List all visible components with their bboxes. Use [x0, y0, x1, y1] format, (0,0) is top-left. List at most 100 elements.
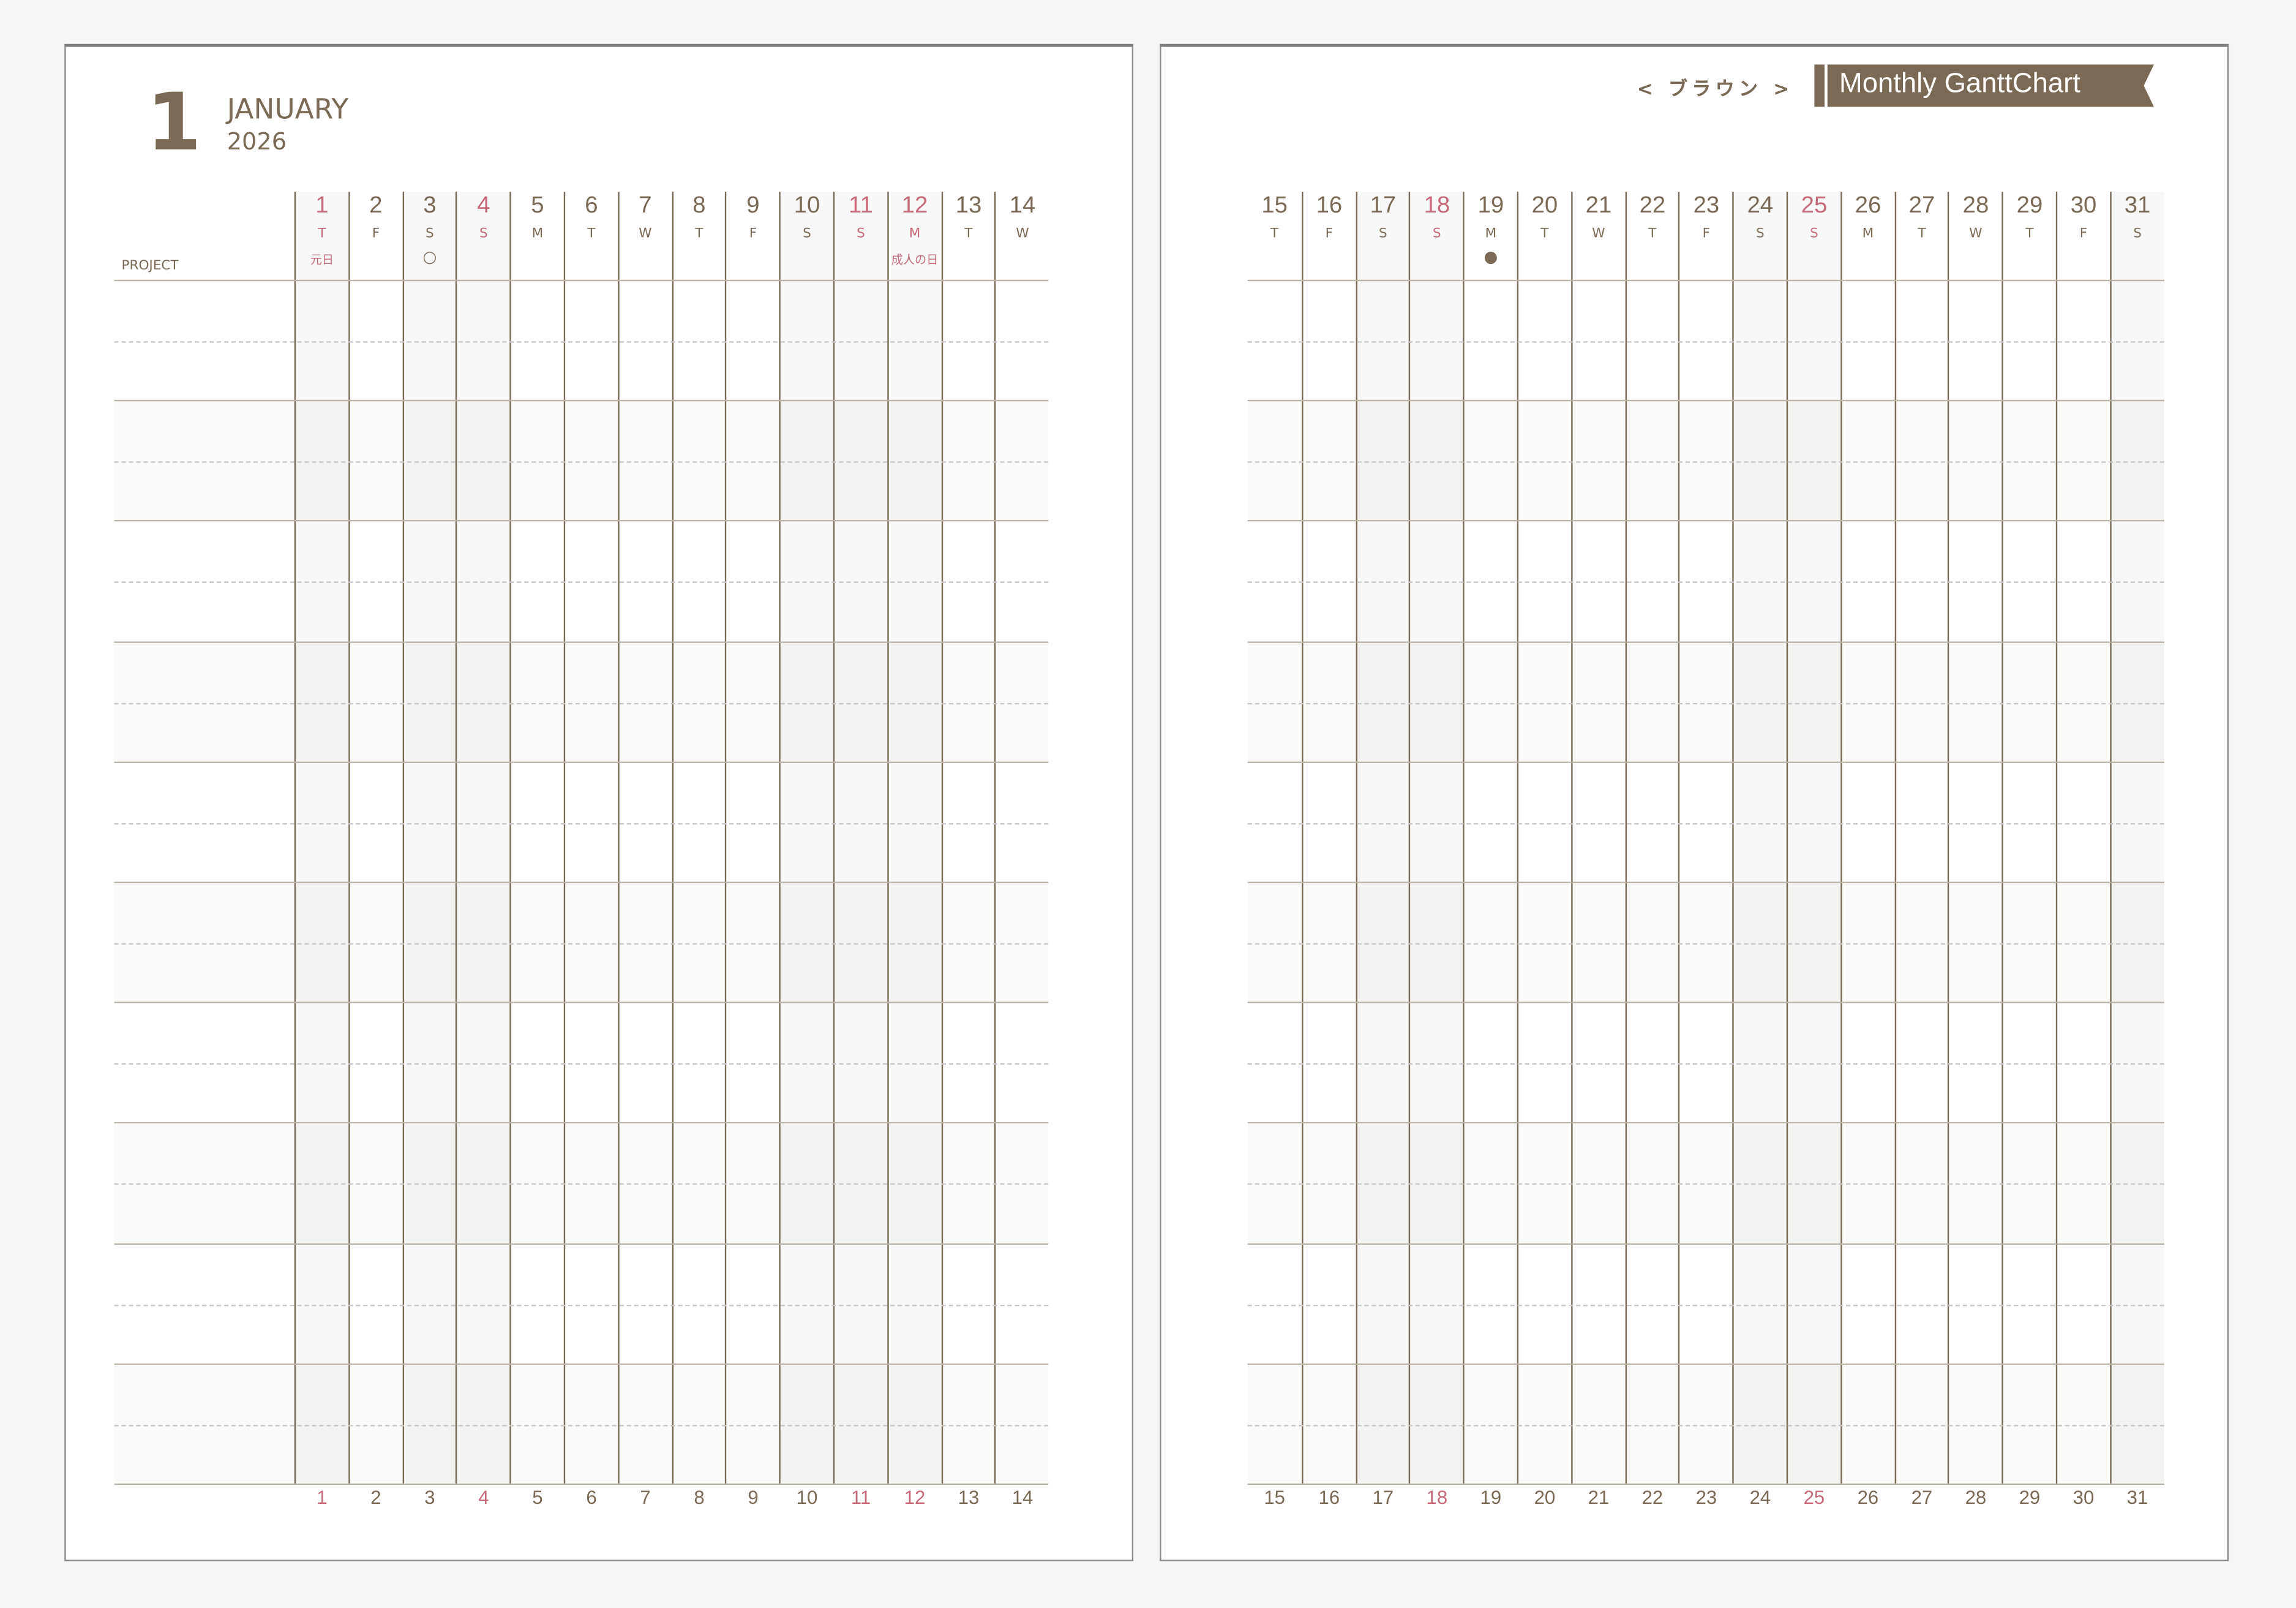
footer-day-number: 28 — [1965, 1486, 1987, 1509]
day-column: 24 S 24 — [1732, 192, 1787, 1508]
row-divider — [114, 1063, 1049, 1065]
row-divider — [114, 702, 1049, 704]
weekday-label: S — [2133, 227, 2142, 242]
footer-day-number: 4 — [478, 1486, 489, 1509]
footer-day-number: 19 — [1480, 1486, 1502, 1509]
footer-day-number: 22 — [1641, 1486, 1664, 1509]
day-column: 10 S 10 — [779, 192, 833, 1508]
day-number: 23 — [1693, 193, 1720, 219]
day-column: 19 M ● 19 — [1463, 192, 1517, 1508]
row-divider — [1247, 943, 2164, 945]
weekday-label: T — [1540, 227, 1549, 242]
footer-day-number: 3 — [424, 1486, 435, 1509]
row-divider — [114, 1304, 1049, 1306]
day-column: 6 T 6 — [563, 192, 618, 1508]
grid-bottom-line — [1247, 1483, 2164, 1486]
footer-day-number: 27 — [1911, 1486, 1933, 1509]
day-number: 27 — [1908, 193, 1935, 219]
footer-day-number: 25 — [1803, 1486, 1825, 1509]
gantt-row[interactable] — [114, 761, 1049, 882]
weekday-label: T — [1648, 227, 1657, 242]
gantt-row[interactable] — [1247, 881, 2164, 1002]
weekday-label: W — [1592, 227, 1605, 242]
day-column: 26 M 26 — [1840, 192, 1894, 1508]
weekday-label: M — [1862, 227, 1874, 242]
gantt-row[interactable] — [114, 1242, 1049, 1363]
weekday-label: T — [1270, 227, 1279, 242]
day-number: 28 — [1962, 193, 1989, 219]
weekday-label: M — [531, 227, 544, 242]
day-column: 13 T 13 — [940, 192, 995, 1508]
row-divider — [114, 461, 1049, 464]
row-divider — [1247, 822, 2164, 824]
day-column: 18 S 18 — [1409, 192, 1463, 1508]
row-divider — [114, 943, 1049, 945]
day-number: 12 — [901, 193, 928, 219]
gantt-row[interactable] — [1247, 1122, 2164, 1243]
weekday-label: S — [1432, 227, 1441, 242]
gantt-row[interactable] — [1247, 520, 2164, 641]
footer-day-number: 5 — [532, 1486, 543, 1509]
circle-icon: ○ — [422, 247, 437, 267]
footer-day-number: 24 — [1749, 1486, 1771, 1509]
day-column: 23 F 23 — [1678, 192, 1733, 1508]
day-column: 21 W 21 — [1570, 192, 1625, 1508]
day-number: 13 — [955, 193, 982, 219]
gantt-row[interactable] — [1247, 761, 2164, 882]
day-number: 5 — [531, 193, 544, 219]
footer-day-number: 16 — [1318, 1486, 1340, 1509]
day-column: 9 F 9 — [725, 192, 779, 1508]
day-number: 7 — [639, 193, 652, 219]
day-column: 29 T 29 — [2001, 192, 2056, 1508]
day-number: 25 — [1801, 193, 1828, 219]
gantt-row[interactable] — [114, 641, 1049, 762]
row-divider — [1247, 1424, 2164, 1426]
row-divider — [114, 582, 1049, 584]
footer-day-number: 29 — [2019, 1486, 2041, 1509]
title-banner: Monthly GanttChart — [1814, 64, 2155, 107]
day-number: 17 — [1370, 193, 1397, 219]
weekday-label: S — [479, 227, 488, 242]
project-label: PROJECT — [121, 259, 179, 274]
gantt-row[interactable] — [1247, 400, 2164, 520]
gantt-row[interactable] — [114, 881, 1049, 1002]
row-divider — [1247, 702, 2164, 704]
day-number: 18 — [1424, 193, 1450, 219]
gantt-row[interactable] — [1247, 1363, 2164, 1484]
weekday-label: S — [426, 227, 434, 242]
footer-day-number: 14 — [1011, 1486, 1034, 1509]
month-name: JANUARY — [227, 94, 349, 126]
day-number: 26 — [1855, 193, 1881, 219]
holiday-name: 元日 — [310, 253, 334, 267]
day-number: 22 — [1639, 193, 1666, 219]
day-column: 31 S 31 — [2109, 192, 2164, 1508]
filled-dot-icon: ● — [1484, 247, 1498, 267]
footer-day-number: 6 — [586, 1486, 597, 1509]
day-column: 28 W 28 — [1948, 192, 2002, 1508]
gantt-row[interactable] — [114, 1122, 1049, 1243]
day-number: 15 — [1261, 193, 1288, 219]
row-divider — [1247, 1063, 2164, 1065]
footer-day-number: 9 — [748, 1486, 759, 1509]
gantt-row[interactable] — [114, 400, 1049, 520]
gantt-row[interactable] — [114, 1002, 1049, 1122]
gantt-row[interactable] — [1247, 641, 2164, 762]
footer-day-number: 18 — [1426, 1486, 1448, 1509]
month-number: 1 — [146, 76, 202, 169]
gantt-row[interactable] — [1247, 1002, 2164, 1122]
weekday-label: S — [1378, 227, 1387, 242]
day-column: 5 M 5 — [509, 192, 564, 1508]
weekday-label: W — [1016, 227, 1029, 242]
day-number: 10 — [793, 193, 820, 219]
day-number: 31 — [2124, 193, 2151, 219]
weekday-label: T — [318, 227, 326, 242]
gantt-row[interactable] — [114, 520, 1049, 641]
gantt-row[interactable] — [114, 279, 1049, 400]
day-column: 17 S 17 — [1355, 192, 1409, 1508]
gantt-row[interactable] — [1247, 1242, 2164, 1363]
row-divider — [1247, 341, 2164, 343]
day-column: 16 F 16 — [1301, 192, 1356, 1508]
gantt-row[interactable] — [1247, 279, 2164, 400]
gantt-row[interactable] — [114, 1363, 1049, 1484]
day-number: 29 — [2016, 193, 2043, 219]
